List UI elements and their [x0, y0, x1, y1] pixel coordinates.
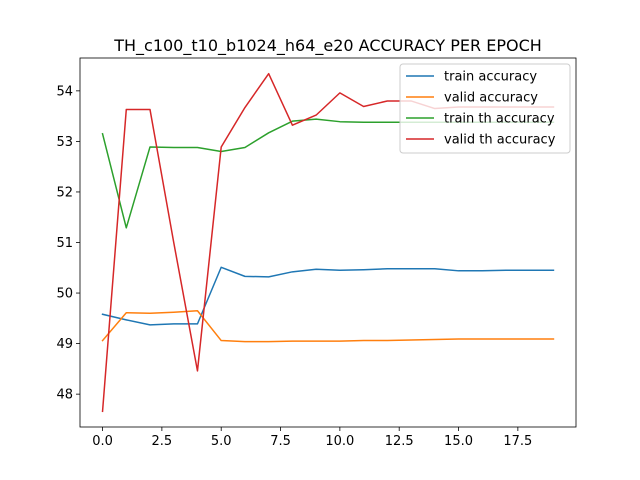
x-axis: 0.0 2.5 5.0 7.5 10.0 12.5 15.0 17.5: [92, 427, 532, 449]
y-tick-label: 48: [56, 388, 73, 403]
chart-title: TH_c100_t10_b1024_h64_e20 ACCURACY PER E…: [113, 36, 542, 56]
legend-label-3: train th accuracy: [444, 112, 555, 127]
x-tick-label: 0.0: [92, 434, 113, 449]
x-tick-label: 10.0: [325, 434, 354, 449]
y-tick-label: 50: [56, 287, 73, 302]
legend-label-1: train accuracy: [444, 70, 537, 85]
legend-box: [399, 63, 571, 154]
x-tick-label: 17.5: [503, 434, 532, 449]
x-tick-label: 2.5: [152, 434, 173, 449]
series-line-2: [101, 309, 555, 343]
y-tick-label: 51: [56, 236, 73, 251]
series-line-1: [101, 266, 555, 326]
legend-label-4: valid th accuracy: [444, 133, 556, 148]
y-tick-label: 52: [56, 185, 73, 200]
y-tick-label: 54: [56, 84, 73, 99]
x-tick-label: 15.0: [444, 434, 473, 449]
y-tick-label: 49: [56, 337, 73, 352]
legend: train accuracy valid accuracy train th acc…: [399, 63, 571, 154]
y-axis: 48 49 50 51 52 53 54: [56, 84, 80, 403]
x-tick-label: 7.5: [270, 434, 291, 449]
x-tick-label: 5.0: [211, 434, 232, 449]
y-tick-label: 53: [56, 135, 73, 150]
legend-label-2: valid accuracy: [444, 91, 538, 106]
x-tick-label: 12.5: [385, 434, 414, 449]
